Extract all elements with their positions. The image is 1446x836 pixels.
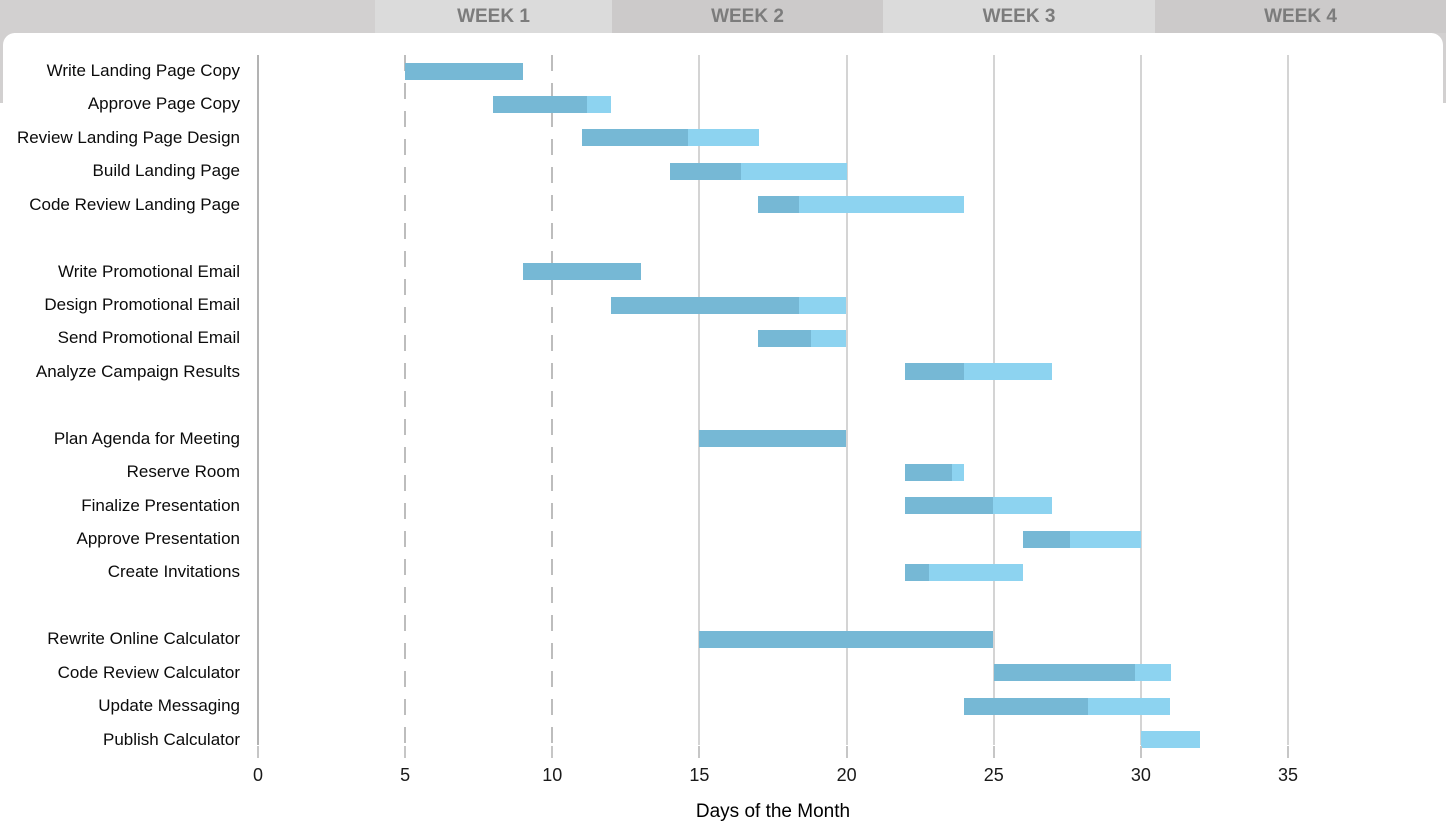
task-bar	[905, 563, 1024, 581]
x-tick	[404, 746, 407, 758]
x-tick-label: 10	[542, 765, 563, 785]
task-label: Plan Agenda for Meeting	[53, 428, 240, 448]
week-header-label: WEEK 1	[457, 5, 530, 27]
task-bar	[405, 62, 524, 80]
gridline-day-25	[992, 55, 995, 745]
gridline-day-15	[698, 55, 701, 745]
task-bar-complete	[905, 497, 994, 515]
card-corner-left	[3, 33, 29, 103]
task-bar	[699, 430, 847, 448]
week-band-spacer	[0, 0, 375, 33]
task-bar-complete	[611, 296, 800, 314]
card-corner-right	[1417, 33, 1443, 103]
gridline-day-0	[257, 55, 259, 745]
task-label: Approve Page Copy	[87, 94, 240, 114]
x-axis-title: Days of the Month	[695, 801, 851, 822]
x-tick	[1139, 746, 1142, 758]
x-tick	[551, 746, 554, 758]
week-header-2: WEEK 2	[612, 0, 883, 33]
task-bar-complete	[581, 129, 688, 147]
task-bar-complete	[493, 95, 588, 113]
week-header-label: WEEK 3	[982, 5, 1056, 27]
task-bar-complete	[758, 196, 800, 214]
task-bar-complete	[699, 430, 847, 448]
task-label: Reserve Room	[126, 462, 240, 482]
task-bar-complete	[905, 563, 930, 581]
x-tick-label: 15	[689, 765, 710, 785]
gridline-day-35	[1287, 55, 1290, 745]
task-bar	[993, 664, 1171, 682]
task-bar	[758, 196, 965, 214]
x-tick	[992, 746, 995, 758]
task-label: Code Review Calculator	[57, 662, 240, 682]
gridline-day-10	[551, 55, 554, 745]
task-bar	[905, 497, 1053, 515]
task-label: Rewrite Online Calculator	[47, 629, 240, 649]
gridline-day-30	[1139, 55, 1142, 745]
task-label: Finalize Presentation	[81, 495, 240, 515]
task-label: Design Promotional Email	[44, 295, 240, 314]
week-header-label: WEEK 2	[711, 5, 784, 27]
task-label: Build Landing Page	[92, 161, 240, 181]
task-bar-complete	[993, 664, 1135, 682]
x-tick-label: 0	[252, 765, 263, 785]
x-tick-label: 25	[983, 765, 1004, 785]
task-label: Send Promotional Email	[57, 328, 240, 348]
task-bar-complete	[758, 329, 812, 347]
x-tick	[1287, 746, 1290, 758]
task-label: Approve Presentation	[76, 529, 241, 549]
task-label: Write Landing Page Copy	[46, 61, 240, 80]
x-tick-label: 20	[836, 765, 857, 785]
task-bar	[905, 463, 965, 481]
task-bar-complete	[405, 62, 524, 80]
gridline-day-5	[404, 55, 407, 745]
task-bar	[1023, 530, 1142, 548]
task-label: Publish Calculator	[102, 729, 240, 749]
task-bar	[699, 630, 994, 648]
task-label: Analyze Campaign Results	[35, 361, 240, 381]
task-label: Review Landing Page Design	[16, 127, 240, 147]
task-bar	[905, 363, 1053, 381]
task-label: Code Review Landing Page	[29, 194, 240, 214]
x-tick	[698, 746, 701, 758]
gridline-day-20	[845, 55, 848, 745]
x-tick-label: 35	[1278, 765, 1299, 785]
task-bar	[1140, 731, 1200, 749]
week-header-1: WEEK 1	[375, 0, 612, 33]
task-bar	[581, 129, 759, 147]
task-bar-complete	[905, 463, 953, 481]
task-bar	[493, 95, 612, 113]
task-label: Create Invitations	[107, 562, 240, 582]
week-header-3: WEEK 3	[883, 0, 1155, 33]
task-bar-complete	[522, 263, 641, 281]
task-bar-complete	[699, 630, 994, 648]
x-tick-label: 30	[1130, 765, 1151, 785]
task-bar	[670, 162, 848, 180]
week-header-4: WEEK 4	[1155, 0, 1446, 33]
task-bar	[758, 329, 847, 347]
x-tick	[845, 746, 848, 758]
task-bar-complete	[1023, 530, 1071, 548]
week-header-band: WEEK 1 WEEK 2 WEEK 3 WEEK 4	[0, 0, 1446, 33]
task-label: Update Messaging	[98, 696, 240, 716]
x-tick-label: 5	[400, 765, 411, 785]
task-bar-complete	[670, 162, 742, 180]
task-bar	[522, 263, 641, 281]
week-header-label: WEEK 4	[1264, 5, 1337, 27]
task-bar	[964, 697, 1171, 715]
task-label: Write Promotional Email	[57, 261, 240, 281]
task-bar	[611, 296, 847, 314]
x-tick	[257, 746, 259, 758]
task-bar-complete	[964, 697, 1089, 715]
task-bar-complete	[905, 363, 965, 381]
